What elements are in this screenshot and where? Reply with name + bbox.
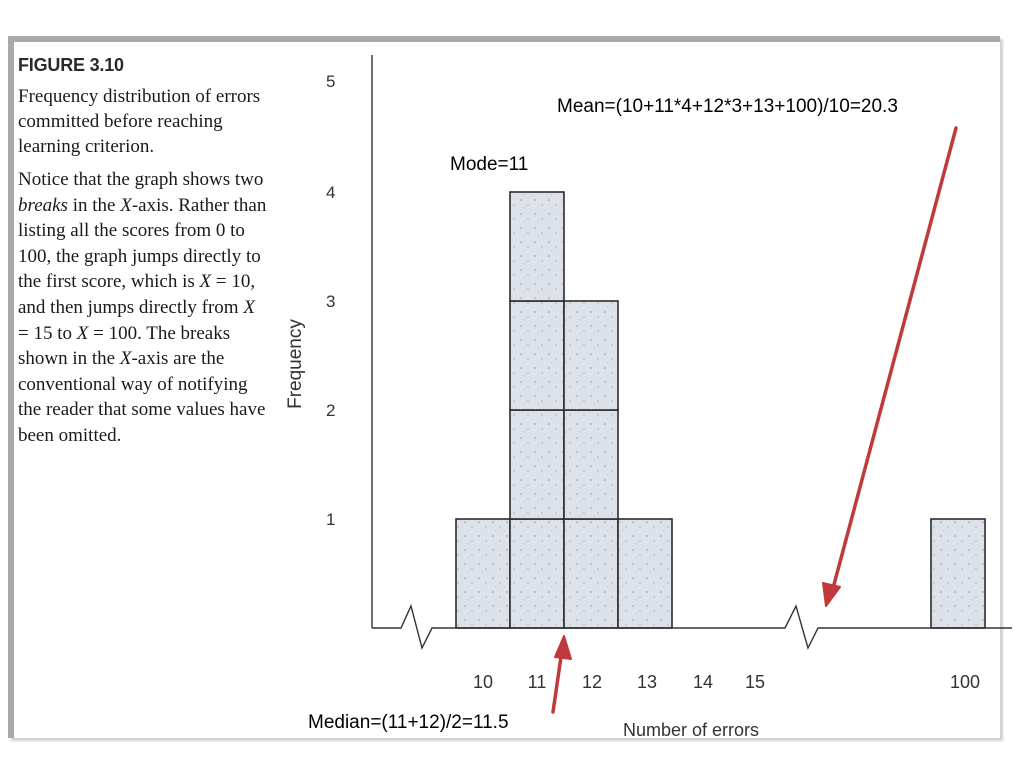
note-part: = 15 to bbox=[18, 322, 77, 344]
bar bbox=[455, 518, 511, 629]
x-axis-label: Number of errors bbox=[623, 720, 759, 740]
bar-texture bbox=[931, 519, 985, 628]
bar-texture bbox=[510, 301, 564, 410]
bar-texture bbox=[510, 519, 564, 628]
caption-text: Frequency distribution of errors committ… bbox=[18, 86, 261, 157]
y-tick-label: 5 bbox=[326, 72, 335, 91]
bar bbox=[617, 518, 673, 629]
mean-annotation: Mean=(10+11*4+12*3+13+100)/10=20.3 bbox=[557, 96, 898, 117]
note-part: in the bbox=[67, 194, 121, 216]
bar-texture bbox=[510, 192, 564, 301]
note-part: -axis. Rather than listing all the score… bbox=[18, 194, 267, 293]
note-part: breaks bbox=[18, 194, 68, 216]
bar-texture bbox=[564, 519, 618, 628]
x-tick-label: 100 bbox=[950, 672, 980, 692]
y-tick-label: 4 bbox=[326, 183, 335, 202]
note-part: X bbox=[120, 194, 132, 216]
y-tick-label: 1 bbox=[326, 510, 335, 529]
median-arrow-shaft bbox=[551, 648, 564, 714]
bar bbox=[509, 191, 565, 629]
x-tick-label: 13 bbox=[637, 672, 657, 692]
bar-texture bbox=[564, 301, 618, 410]
figure-caption: FIGURE 3.10 Frequency distribution of er… bbox=[18, 55, 268, 449]
note-part: X bbox=[199, 271, 212, 293]
mode-annotation: Mode=11 bbox=[450, 154, 529, 175]
y-tick-label: 3 bbox=[326, 292, 335, 311]
note-part: X bbox=[76, 322, 89, 344]
median-arrow-head bbox=[554, 635, 572, 660]
mean-arrow-shaft bbox=[830, 126, 958, 594]
note-part: -axis are the conventional way of notify… bbox=[18, 348, 266, 446]
median-annotation: Median=(11+12)/2=11.5 bbox=[308, 712, 509, 733]
bar-texture bbox=[564, 410, 618, 519]
bar bbox=[930, 518, 986, 629]
bar-texture bbox=[456, 519, 510, 628]
x-tick-label: 10 bbox=[473, 672, 493, 692]
x-tick-label: 14 bbox=[693, 672, 713, 692]
figure-title: FIGURE 3.10 bbox=[18, 55, 124, 75]
caption-note: Notice that the graph shows two breaks i… bbox=[18, 167, 268, 449]
x-tick-label: 15 bbox=[745, 672, 765, 692]
y-tick-label: 2 bbox=[326, 401, 335, 420]
bar-texture bbox=[510, 410, 564, 519]
note-part: X bbox=[119, 348, 132, 370]
x-axis-line bbox=[372, 603, 1012, 650]
note-part: = 10, and then jumps directly from bbox=[18, 271, 256, 318]
mean-arrow-head bbox=[822, 582, 841, 607]
note-part: X bbox=[243, 296, 255, 318]
y-axis-label: Frequency bbox=[285, 319, 306, 409]
bar-texture bbox=[618, 519, 672, 628]
x-tick-label: 11 bbox=[528, 672, 547, 692]
note-part: Notice that the graph shows two bbox=[18, 169, 264, 190]
note-part: = 100. The breaks shown in the bbox=[18, 322, 231, 370]
x-tick-label: 12 bbox=[582, 672, 602, 692]
bar bbox=[563, 300, 619, 629]
